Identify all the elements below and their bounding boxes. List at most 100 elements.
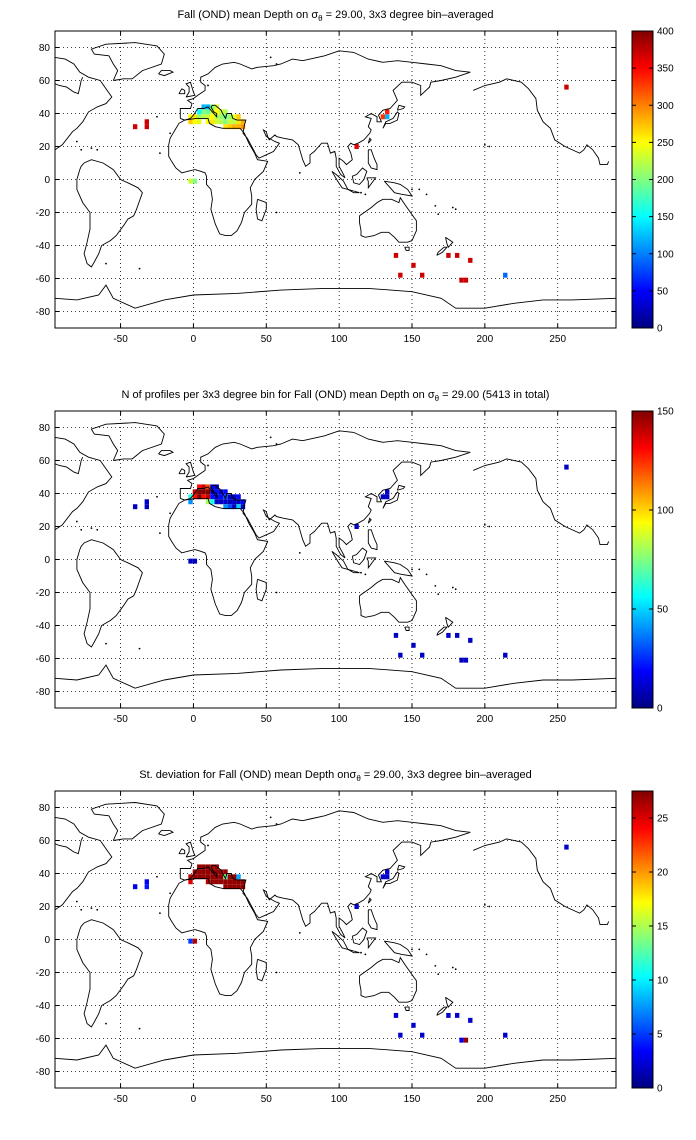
island-dot (80, 148, 83, 151)
coastline (158, 450, 175, 457)
island-dot (169, 512, 172, 515)
data-cell (201, 489, 206, 495)
data-cell (205, 114, 211, 120)
coastline (90, 802, 165, 841)
data-cell (192, 119, 198, 125)
coastline (396, 104, 406, 111)
x-tick-label: 50 (261, 334, 273, 345)
data-cell (503, 1032, 508, 1038)
island-dot (364, 953, 367, 956)
island-dot (207, 844, 209, 847)
data-cell (218, 874, 224, 880)
data-cell (223, 489, 228, 495)
data-cell (188, 499, 193, 505)
x-tick-label: -50 (113, 714, 128, 725)
x-tick-label: 50 (261, 1094, 273, 1105)
island-dot (96, 148, 99, 151)
data-cell (210, 114, 215, 120)
data-cell (197, 869, 202, 875)
data-cell (144, 504, 149, 510)
coastline (383, 180, 413, 197)
coastline (55, 816, 113, 911)
title-text-rest: = 29.00, 3x3 degree bin–averaged (361, 769, 532, 781)
data-cell (210, 494, 215, 500)
y-tick-label: -40 (36, 1001, 51, 1012)
coastline (367, 149, 378, 171)
data-cell (393, 632, 399, 638)
island-dot (418, 568, 421, 571)
data-cell (201, 864, 206, 870)
data-cell (564, 464, 569, 470)
island-dot (418, 188, 421, 191)
coastline (55, 664, 616, 689)
data-cell (223, 499, 228, 505)
coastline (445, 996, 454, 1008)
colorbar-tick-label: 5 (657, 1030, 663, 1041)
data-cell (132, 884, 138, 890)
colorbar-tick-label: 200 (657, 175, 674, 186)
coastline (366, 937, 377, 950)
island-dot (434, 585, 437, 587)
data-cell (236, 874, 241, 880)
y-tick-label: 0 (44, 935, 50, 946)
coastline (179, 430, 471, 559)
data-cell (214, 869, 219, 875)
coastline (185, 81, 196, 98)
data-cell (236, 499, 241, 505)
coastline (178, 848, 186, 855)
data-cell (205, 869, 211, 875)
data-cell (227, 114, 233, 120)
data-cell (218, 114, 224, 120)
data-cell (192, 494, 198, 500)
data-cell (144, 879, 149, 885)
coastline (436, 626, 448, 636)
coastline (158, 830, 175, 836)
data-cell (398, 652, 403, 658)
coastline (55, 77, 84, 95)
title-text: N of profiles per 3x3 degree bin for Fal… (122, 389, 435, 401)
data-cell (144, 119, 149, 125)
data-cell (385, 869, 390, 875)
island-dot (364, 193, 367, 196)
data-cell (459, 1037, 464, 1043)
island-dot (32, 983, 34, 985)
island-dot (360, 191, 362, 194)
y-tick-label: -80 (36, 307, 51, 318)
coastline (55, 284, 616, 309)
y-tick-label: -80 (36, 1067, 51, 1078)
coastline (55, 837, 84, 855)
data-cell (446, 632, 451, 638)
coastline (76, 919, 143, 1028)
coastline (445, 616, 454, 628)
colorbar-tick-label: 150 (657, 212, 674, 223)
data-cell (214, 489, 219, 495)
data-cell (459, 657, 464, 663)
island-dot (360, 571, 362, 574)
island-dot (90, 147, 93, 150)
coastline (404, 626, 410, 631)
data-cell (218, 879, 224, 885)
x-tick-label: -50 (113, 334, 128, 345)
data-cell (197, 874, 202, 880)
data-cell (236, 119, 241, 125)
data-cell (468, 1017, 473, 1023)
coastline (359, 956, 417, 1003)
island-dot (451, 966, 454, 969)
data-cell (232, 494, 237, 500)
island-dot (298, 932, 301, 934)
data-cell (564, 844, 569, 850)
panel-title: St. deviation for Fall (OND) mean Depth … (139, 769, 532, 783)
coastline (178, 468, 186, 475)
data-cell (210, 484, 215, 490)
title-text-rest: = 29.00 (5413 in total) (439, 389, 549, 401)
data-cell (188, 114, 193, 120)
coastline (404, 246, 410, 251)
island-dot (454, 208, 457, 211)
coastline (76, 159, 143, 268)
data-cell (354, 524, 359, 529)
data-cell (227, 499, 233, 505)
data-cell (188, 558, 193, 564)
y-tick-label: 40 (39, 869, 51, 880)
y-tick-label: 40 (39, 109, 51, 120)
coastline (367, 897, 372, 904)
